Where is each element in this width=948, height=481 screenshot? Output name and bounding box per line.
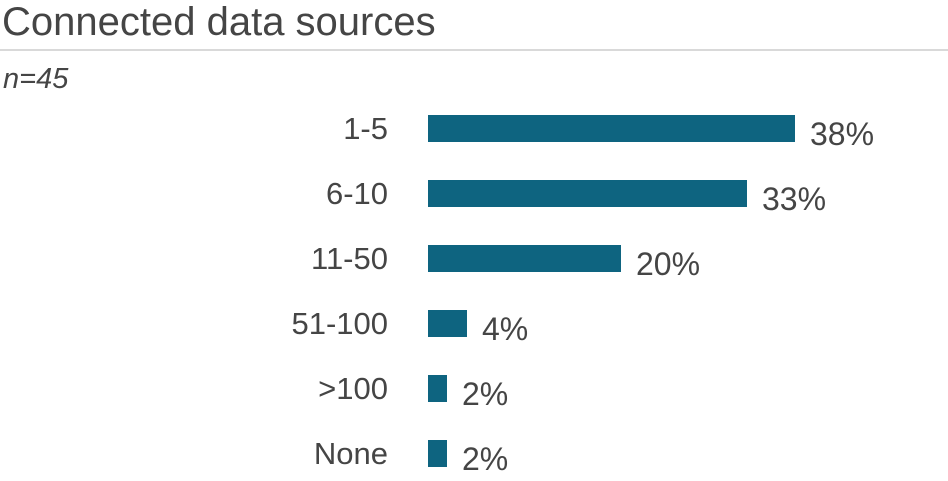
category-label: None [313,435,388,471]
category-label: 11-50 [311,240,388,276]
value-label: 38% [810,116,875,152]
value-label: 4% [482,311,529,347]
value-label: 20% [636,246,701,282]
category-label: 6-10 [325,175,388,211]
value-label: 33% [762,181,827,217]
bar [428,180,747,207]
chart-row: >100 2% [0,356,948,421]
bar [428,375,447,402]
category-label: 51-100 [291,305,388,341]
bar-chart: 1-5 38% 6-10 33% 11-50 20% 51-100 4% >10… [0,96,948,481]
chart-title: Connected data sources [2,0,436,44]
bar [428,310,467,337]
chart-row: 1-5 38% [0,96,948,161]
bar [428,115,795,142]
value-label: 2% [462,376,509,412]
chart-row: 51-100 4% [0,291,948,356]
sample-size-label: n=45 [3,63,69,95]
bar [428,440,447,467]
chart-row: 6-10 33% [0,161,948,226]
bar [428,245,621,272]
value-label: 2% [462,441,509,477]
category-label: 1-5 [343,110,388,146]
chart-row: None 2% [0,421,948,481]
category-label: >100 [318,370,388,406]
title-divider [0,49,948,51]
chart-row: 11-50 20% [0,226,948,291]
